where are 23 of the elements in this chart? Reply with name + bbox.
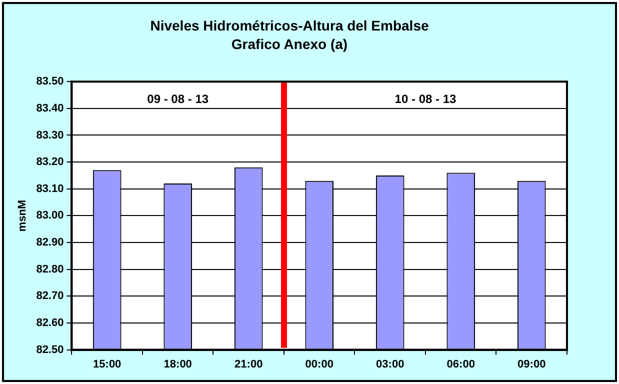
y-tick-label: 83.40	[36, 102, 64, 114]
y-tick-label: 83.10	[36, 182, 64, 195]
x-tick-label: 18:00	[164, 358, 192, 370]
y-tick-label: 83.20	[36, 156, 64, 168]
x-tick-label: 06:00	[446, 358, 475, 370]
y-tick-label: 83.00	[36, 210, 64, 222]
y-tick-label: 83.50	[36, 76, 64, 88]
annotation: 09 - 08 - 13	[147, 92, 209, 106]
chart-title: Niveles Hidrométricos-Altura del Embalse	[150, 17, 429, 34]
x-tick-label: 15:00	[93, 358, 122, 370]
x-tick-label: 00:00	[305, 358, 334, 370]
x-tick-label: 21:00	[234, 358, 263, 370]
x-tick-label: 09:00	[518, 358, 546, 370]
annotation: 10 - 08 - 13	[394, 92, 457, 106]
y-tick-label: 82.50	[36, 344, 64, 356]
y-tick-label: 82.90	[36, 236, 64, 249]
y-tick-label: 82.70	[36, 290, 64, 302]
chart-subtitle: Grafico Anexo (a)	[231, 36, 348, 52]
y-tick-label: 82.60	[36, 317, 64, 330]
y-tick-label: 83.30	[36, 129, 64, 142]
y-tick-label: 82.80	[36, 263, 64, 276]
x-tick-label: 03:00	[376, 358, 404, 370]
y-axis-title: msnM	[16, 200, 29, 232]
